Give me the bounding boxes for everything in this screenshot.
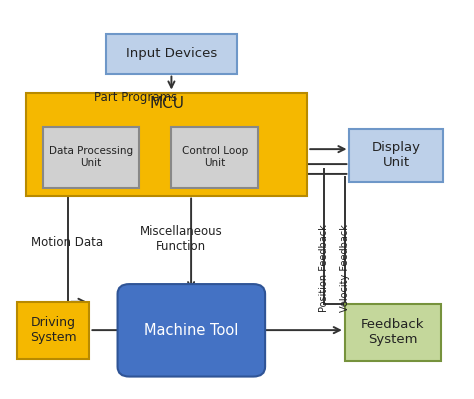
FancyBboxPatch shape bbox=[26, 93, 307, 196]
Text: Driving
System: Driving System bbox=[30, 316, 76, 344]
FancyBboxPatch shape bbox=[106, 34, 237, 73]
Text: Part Programs: Part Programs bbox=[94, 91, 177, 104]
Text: Machine Tool: Machine Tool bbox=[144, 323, 238, 338]
Text: Feedback
System: Feedback System bbox=[361, 318, 425, 346]
FancyBboxPatch shape bbox=[17, 302, 90, 359]
Text: Velocity Feedback: Velocity Feedback bbox=[340, 224, 350, 312]
Text: Data Processing
Unit: Data Processing Unit bbox=[48, 146, 133, 168]
FancyBboxPatch shape bbox=[349, 129, 443, 182]
FancyBboxPatch shape bbox=[172, 127, 258, 188]
Text: MCU: MCU bbox=[149, 96, 184, 111]
Text: Input Devices: Input Devices bbox=[126, 47, 217, 60]
FancyBboxPatch shape bbox=[43, 127, 138, 188]
Text: Miscellaneous
Function: Miscellaneous Function bbox=[139, 225, 222, 253]
Text: Position Feedback: Position Feedback bbox=[319, 225, 328, 312]
FancyBboxPatch shape bbox=[345, 304, 441, 361]
Text: Motion Data: Motion Data bbox=[31, 236, 103, 249]
Text: Control Loop
Unit: Control Loop Unit bbox=[182, 146, 248, 168]
Text: Display
Unit: Display Unit bbox=[372, 141, 421, 169]
FancyBboxPatch shape bbox=[118, 284, 265, 377]
